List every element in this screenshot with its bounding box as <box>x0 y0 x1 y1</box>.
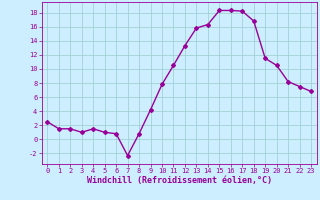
X-axis label: Windchill (Refroidissement éolien,°C): Windchill (Refroidissement éolien,°C) <box>87 176 272 185</box>
